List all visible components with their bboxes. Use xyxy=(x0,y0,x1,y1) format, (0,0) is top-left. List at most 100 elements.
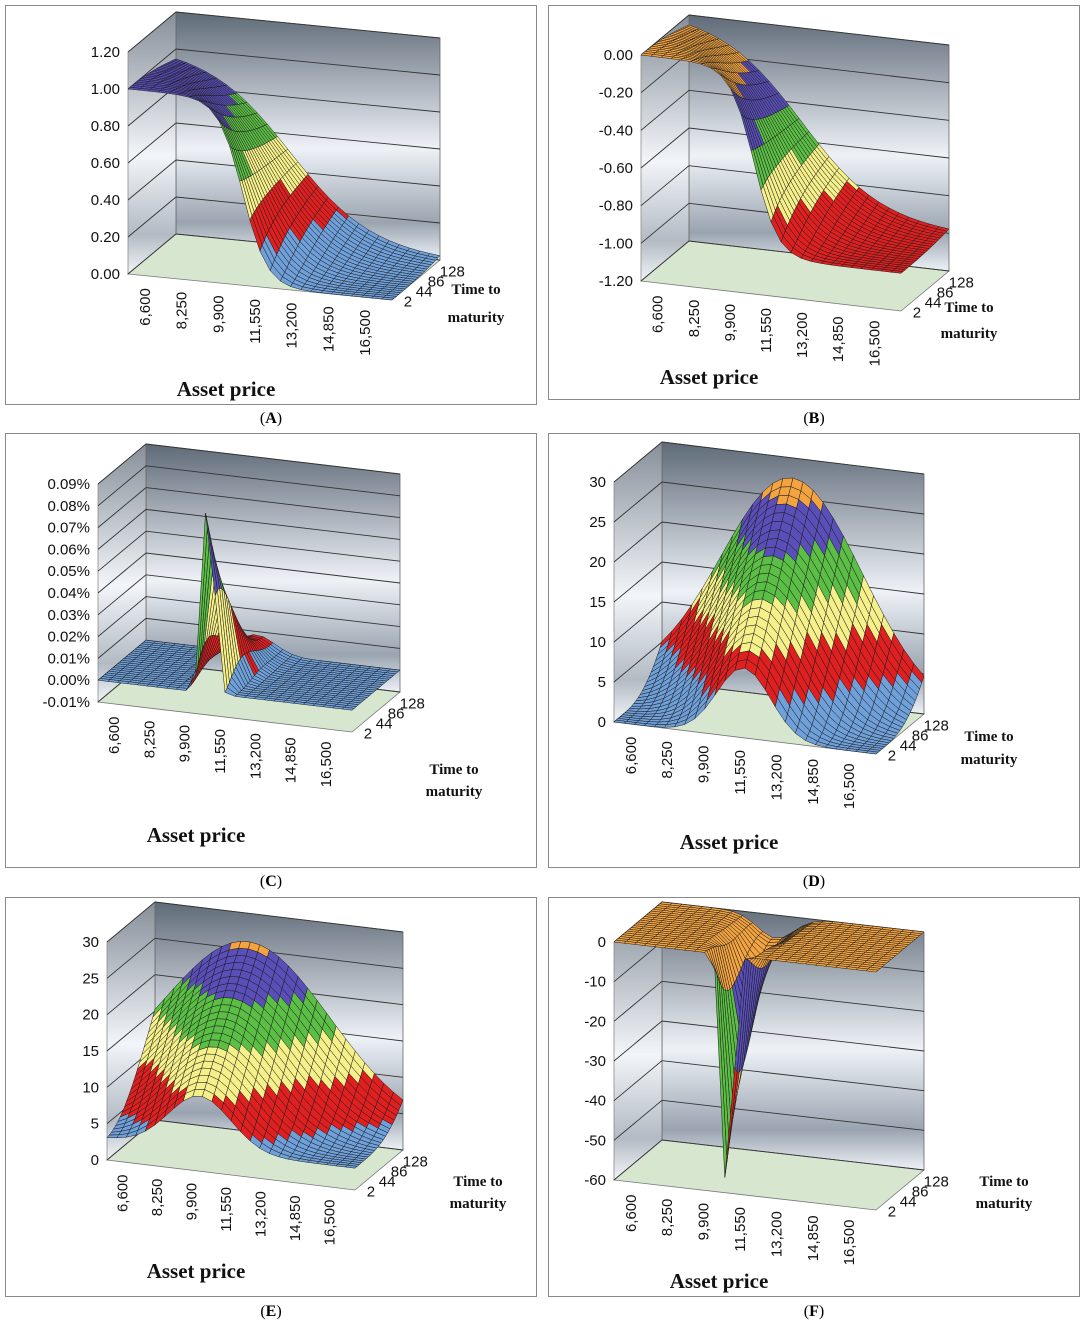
x-tick-label: 14,850 xyxy=(283,737,300,783)
surface-mesh xyxy=(640,24,950,274)
z-gridline xyxy=(127,122,441,164)
z-tick-label: -0.60 xyxy=(599,160,633,177)
z-tick-label: 10 xyxy=(82,1079,99,1096)
y-tick-label: 44 xyxy=(925,295,942,312)
z-tick-label: 0.02% xyxy=(47,629,90,646)
z-gridline xyxy=(613,980,925,1022)
y-axis-title: maturity xyxy=(961,752,1018,768)
caption-b: (B) xyxy=(803,410,825,427)
z-tick-label: 0.00 xyxy=(604,47,633,64)
y-axis-title: maturity xyxy=(941,326,998,342)
x-tick-label: 16,500 xyxy=(357,310,374,356)
y-tick-label: 86 xyxy=(428,274,445,291)
x-tick-label: 13,200 xyxy=(794,312,811,358)
y-tick-label: 2 xyxy=(364,726,372,743)
z-tick-label: 25 xyxy=(589,514,606,531)
z-tick-label: -40 xyxy=(584,1093,606,1110)
y-tick-label: 128 xyxy=(400,696,425,713)
z-tick-label: 5 xyxy=(598,674,606,691)
z-gridline xyxy=(613,1139,925,1181)
surface-chart-a: 0.00 0.20 0.40 0.60 0.80 1.00 1.20 6,600 8,250 9,… xyxy=(91,11,505,401)
x-tick-label: 6,600 xyxy=(623,737,640,775)
z-tick-label: 10 xyxy=(589,634,606,651)
z-tick-label: -20 xyxy=(584,1013,606,1030)
z-gridline xyxy=(613,481,925,523)
caption-d: (D) xyxy=(802,873,826,890)
x-tick-label: 11,550 xyxy=(758,308,775,353)
y-tick-label: 44 xyxy=(900,1194,917,1211)
x-tick-label: 11,550 xyxy=(218,1187,235,1232)
x-tick-label: 9,900 xyxy=(184,1183,201,1221)
y-tick-label: 86 xyxy=(388,706,405,723)
surface-chart-b: 0.00 -0.20 -0.40 -0.60 -0.80 -1.00 -1.20 6,600 8… xyxy=(599,14,998,389)
x-tick-label: 13,200 xyxy=(247,733,264,779)
x-tick-label: 16,500 xyxy=(841,763,858,809)
z-gridline xyxy=(127,11,441,53)
z-tick-label: -10 xyxy=(584,974,606,991)
x-tick-label: 14,850 xyxy=(287,1195,304,1241)
panel-f: 0 -10 -20 -30 -40 -50 -60 6,600 8,250 9,900 11,550… xyxy=(548,897,1080,1297)
z-gridline xyxy=(97,465,401,507)
x-tick-label: 11,550 xyxy=(732,750,749,795)
x-tick-label: 14,850 xyxy=(830,316,847,362)
x-tick-label: 8,250 xyxy=(659,741,676,779)
x-tick-label: 9,900 xyxy=(696,1203,713,1241)
z-tick-label: 15 xyxy=(589,594,606,611)
panel-d: 0 5 10 15 20 25 30 6,600 8,250 9,900 11,550 13,200 1… xyxy=(548,433,1080,868)
x-axis-title: Asset price xyxy=(147,1259,246,1283)
surface-cell xyxy=(344,1164,358,1169)
z-gridline xyxy=(613,441,925,483)
z-tick-label: 5 xyxy=(91,1116,99,1133)
x-tick-label: 16,500 xyxy=(841,1220,858,1266)
x-tick-label: 6,600 xyxy=(115,1175,132,1213)
z-gridline xyxy=(613,1099,925,1141)
x-tick-label: 11,550 xyxy=(212,729,229,774)
z-gridline xyxy=(613,1020,925,1062)
z-tick-label: 0.01% xyxy=(47,650,90,667)
z-tick-label: 20 xyxy=(82,1007,99,1024)
z-tick-label: 0.04% xyxy=(47,585,90,602)
x-axis-title: Asset price xyxy=(177,377,276,401)
z-gridline xyxy=(106,937,404,979)
x-tick-label: 8,250 xyxy=(141,721,158,759)
y-axis-title: maturity xyxy=(976,1196,1033,1212)
x-tick-label: 8,250 xyxy=(149,1179,166,1217)
surface-cell xyxy=(865,750,879,755)
y-axis-title: maturity xyxy=(426,784,483,800)
x-tick-label: 6,600 xyxy=(137,288,154,326)
y-tick-label: 2 xyxy=(913,305,921,322)
y-tick-label: 44 xyxy=(379,1174,396,1191)
z-tick-label: 0 xyxy=(598,934,606,951)
surface-mesh xyxy=(613,901,925,1178)
z-tick-label: -0.80 xyxy=(599,198,633,215)
z-tick-label: 0.60 xyxy=(91,155,120,172)
x-tick-label: 6,600 xyxy=(623,1195,640,1233)
surface-chart-e: 0 5 10 15 20 25 30 6,600 8,250 9,900 11,550 13,200 1… xyxy=(82,901,507,1283)
surface-chart-c: -0.01% 0.00% 0.01% 0.02% 0.03% 0.04% 0.05% 0.06… xyxy=(42,443,483,847)
x-tick-label: 11,550 xyxy=(732,1207,749,1252)
x-tick-label: 9,900 xyxy=(210,295,227,333)
surface-chart-f: 0 -10 -20 -30 -40 -50 -60 6,600 8,250 9,900 11,550… xyxy=(584,901,1033,1293)
surface-mesh xyxy=(613,477,925,755)
y-tick-label: 86 xyxy=(391,1164,408,1181)
x-tick-label: 16,500 xyxy=(321,1200,338,1246)
z-gridline xyxy=(127,48,441,90)
z-tick-label: 0.05% xyxy=(47,563,90,580)
caption-e: (E) xyxy=(260,1303,282,1320)
y-tick-label: 86 xyxy=(912,1184,929,1201)
y-tick-label: 86 xyxy=(937,285,954,302)
y-tick-label: 44 xyxy=(416,284,433,301)
z-tick-label: 0.00% xyxy=(47,672,90,689)
z-gridline xyxy=(97,552,401,594)
y-axis-title: maturity xyxy=(448,310,505,326)
y-axis-title: Time to xyxy=(453,1174,502,1190)
surface-cell xyxy=(890,270,904,274)
y-tick-label: 128 xyxy=(924,718,949,735)
z-tick-label: 15 xyxy=(82,1043,99,1060)
z-gridline xyxy=(97,617,401,659)
z-tick-label: -0.40 xyxy=(599,122,633,139)
z-gridline xyxy=(97,487,401,528)
x-tick-label: 16,500 xyxy=(318,742,335,788)
x-tick-label: 13,200 xyxy=(284,303,301,349)
y-axis-title: maturity xyxy=(450,1196,507,1212)
